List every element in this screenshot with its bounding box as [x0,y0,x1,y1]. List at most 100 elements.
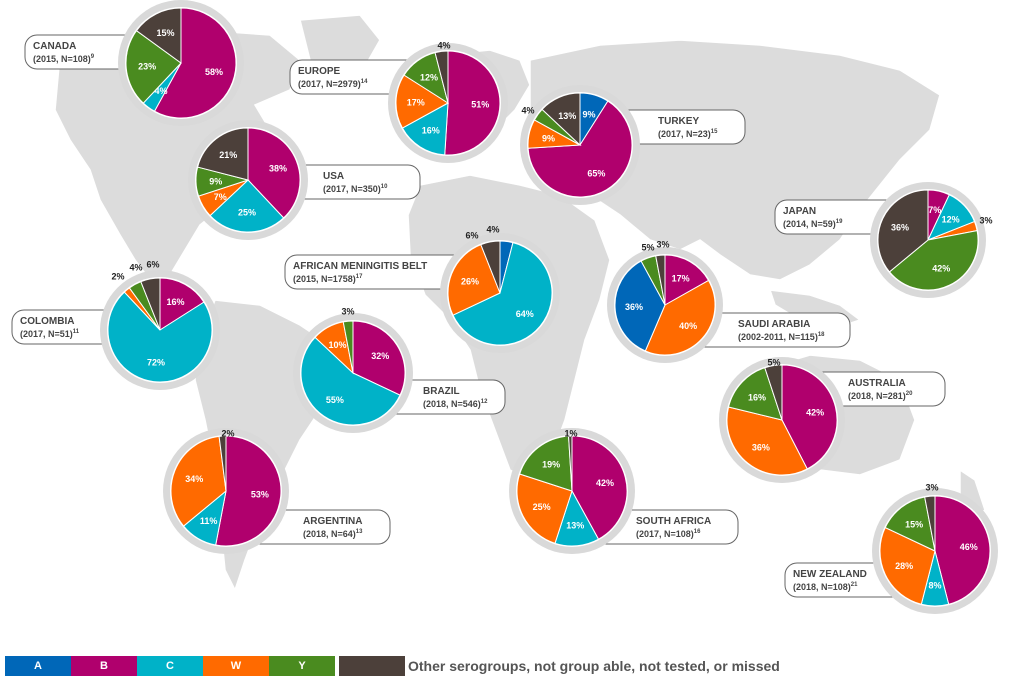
pie-slice-other [655,254,666,306]
slice-value-label: 51% [471,100,489,110]
country-name: AFRICAN MENINGITIS BELT [293,261,427,272]
slice-value-label: 17% [672,274,690,284]
pie-slice-w [516,473,573,544]
reference-superscript: 17 [356,274,363,280]
pie-slice-b [934,495,991,605]
legend-swatch-a: A [5,656,71,676]
pie-slice-b [153,7,237,119]
slice-value-label: 11% [200,516,218,526]
country-subtitle: (2017, N=23)15 [658,129,718,139]
slice-value-label: 4% [486,225,499,235]
pie-african-meningitis-belt: AFRICAN MENINGITIS BELT (2015, N=1758)17 4… [284,225,560,353]
pie-turkey: TURKEY (2017, N=23)15 9% 65% 9% 4% 13% [520,85,746,205]
pie-slice-b [444,50,501,156]
slice-value-label: 2% [111,272,124,282]
pie-slice-b [781,364,838,470]
slice-value-label: 26% [461,277,479,287]
slice-value-label: 58% [205,67,223,77]
reference-superscript: 15 [711,129,718,135]
pie-slice-other [924,495,936,552]
reference-superscript: 12 [481,399,488,405]
country-subtitle: (2015, N=1758)17 [293,274,363,284]
slice-value-label: 23% [138,62,156,72]
slice-value-label: 15% [156,28,174,38]
pie-australia: AUSTRALIA (2018, N=281)20 42% 36% 16% 5% [719,357,946,483]
slice-value-label: 15% [905,520,923,530]
slice-value-label: 6% [146,260,159,270]
slice-value-label: 12% [420,72,438,82]
slice-value-label: 65% [587,168,605,178]
pie-argentina: ARGENTINA (2018, N=64)13 53% 11% 34% 2% [163,428,391,554]
slice-value-label: 13% [566,520,584,530]
pie-slice-other [764,364,783,421]
pie-slice-b [352,320,406,396]
country-name: SOUTH AFRICA [636,516,711,527]
pie-slice-c [209,179,285,233]
country-subtitle: (2017, N=2979)14 [298,79,368,89]
pie-slice-w [395,74,449,129]
reference-superscript: 16 [694,529,701,535]
pie-slice-b [527,100,633,198]
pie-slice-w [644,279,716,356]
slice-value-label: 64% [516,309,534,319]
legend-swatch-other [339,656,405,676]
slice-value-label: 5% [641,243,654,253]
reference-superscript: 11 [73,329,80,335]
slice-value-label: 38% [269,164,287,174]
slice-value-label: 25% [238,208,256,218]
pie-slice-b [247,127,301,219]
country-subtitle: (2017, N=108)16 [636,529,701,539]
slice-value-label: 53% [251,490,269,500]
pie-slice-y [888,230,979,291]
reference-superscript: 13 [356,529,363,535]
slice-value-label: 3% [979,216,992,226]
country-name: TURKEY [658,116,699,127]
slice-value-label: 16% [166,297,184,307]
reference-superscript: 10 [381,184,388,190]
legend-swatch-y: Y [269,656,335,676]
slice-value-label: 42% [932,264,950,274]
legend-swatch-w: W [203,656,269,676]
pie-slice-y [884,496,936,552]
slice-value-label: 55% [326,395,344,405]
slice-value-label: 46% [960,542,978,552]
country-name: COLOMBIA [20,316,74,327]
slice-value-label: 17% [407,98,425,108]
pie-slice-other [197,127,249,181]
slice-value-label: 2% [221,429,234,439]
country-name: BRAZIL [423,386,460,397]
slice-value-label: 3% [925,483,938,493]
pie-slice-other [877,189,929,273]
pie-slice-b [664,254,710,306]
slice-value-label: 34% [185,474,203,484]
country-name: AUSTRALIA [848,378,906,389]
country-name: ARGENTINA [303,516,362,527]
slice-value-label: 16% [422,126,440,136]
pie-saudi-arabia: SAUDI ARABIA (2002-2011, N=115)18 17% 40% 36… [607,240,851,363]
slice-value-label: 4% [521,106,534,116]
slice-value-label: 5% [767,358,780,368]
slice-value-label: 25% [533,502,551,512]
slice-value-label: 42% [596,478,614,488]
slice-value-label: 3% [341,307,354,317]
slice-value-label: 6% [465,231,478,241]
pie-slice-c [107,291,213,383]
slice-value-label: 4% [154,86,167,96]
slice-value-label: 42% [806,408,824,418]
slice-value-label: 28% [895,561,913,571]
pie-slice-a [614,260,666,352]
reference-superscript: 21 [851,582,858,588]
pie-slice-other [541,92,581,147]
pie-slice-c [452,242,553,346]
slice-value-label: 40% [679,321,697,331]
pie-south-africa: SOUTH AFRICA (2017, N=108)16 42% 13% 25% 19% 1… [509,428,739,554]
pie-slice-b [571,435,628,540]
pie-slice-y [342,320,354,374]
pie-slice-w [879,526,936,605]
pie-slice-b [215,435,282,547]
slice-value-label: 32% [371,351,389,361]
country-subtitle: (2017, N=51)11 [20,329,80,339]
country-subtitle: (2018, N=64)13 [303,529,363,539]
reference-superscript: 20 [906,391,913,397]
